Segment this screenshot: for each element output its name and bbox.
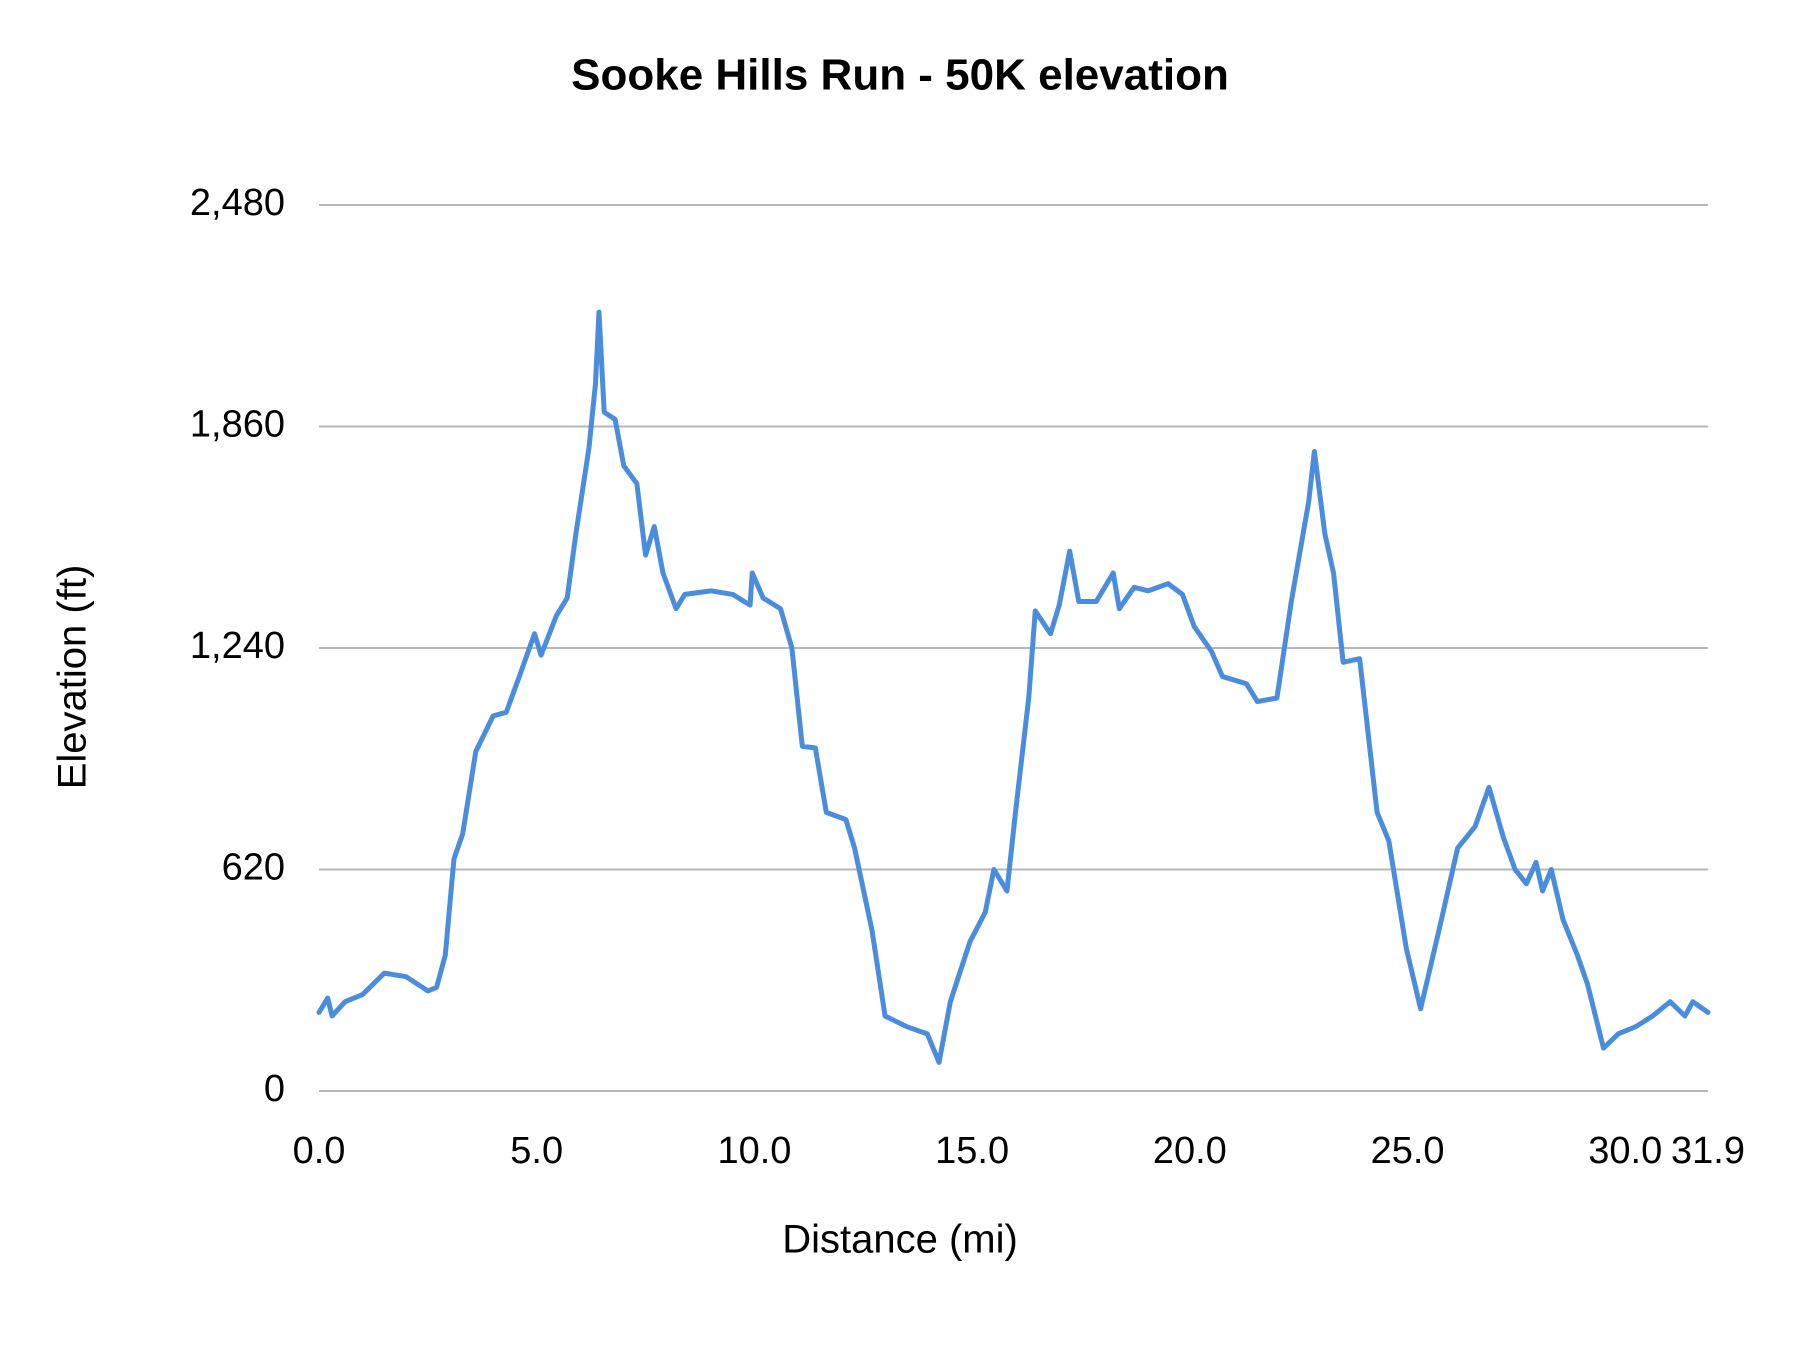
x-tick-label: 20.0 xyxy=(1153,1130,1227,1172)
y-axis-title: Elevation (ft) xyxy=(51,565,95,790)
grid: 0 620 1,240 1,860 2,480 0.0 5.0 10.0 15.0 20.0 25.… xyxy=(190,182,1745,1172)
x-tick-label: 15.0 xyxy=(935,1130,1009,1172)
y-tick-label: 620 xyxy=(222,847,285,889)
x-axis-title: Distance (mi) xyxy=(782,1218,1018,1262)
elevation-line xyxy=(316,309,1711,1065)
y-tick-label: 1,240 xyxy=(190,625,285,667)
x-tick-label: 0.0 xyxy=(293,1130,346,1172)
x-tick-label: 31.9 xyxy=(1671,1130,1745,1172)
y-tick-label: 1,860 xyxy=(190,404,285,446)
x-tick-label: 10.0 xyxy=(717,1130,791,1172)
plot xyxy=(316,309,1711,1065)
x-tick-label: 5.0 xyxy=(510,1130,563,1172)
y-tick-label: 2,480 xyxy=(190,182,285,224)
x-tick-label: 25.0 xyxy=(1371,1130,1445,1172)
chart-title: Sooke Hills Run - 50K elevation xyxy=(571,51,1229,100)
y-tick-label: 0 xyxy=(264,1068,285,1110)
x-tick-label: 30.0 xyxy=(1588,1130,1662,1172)
